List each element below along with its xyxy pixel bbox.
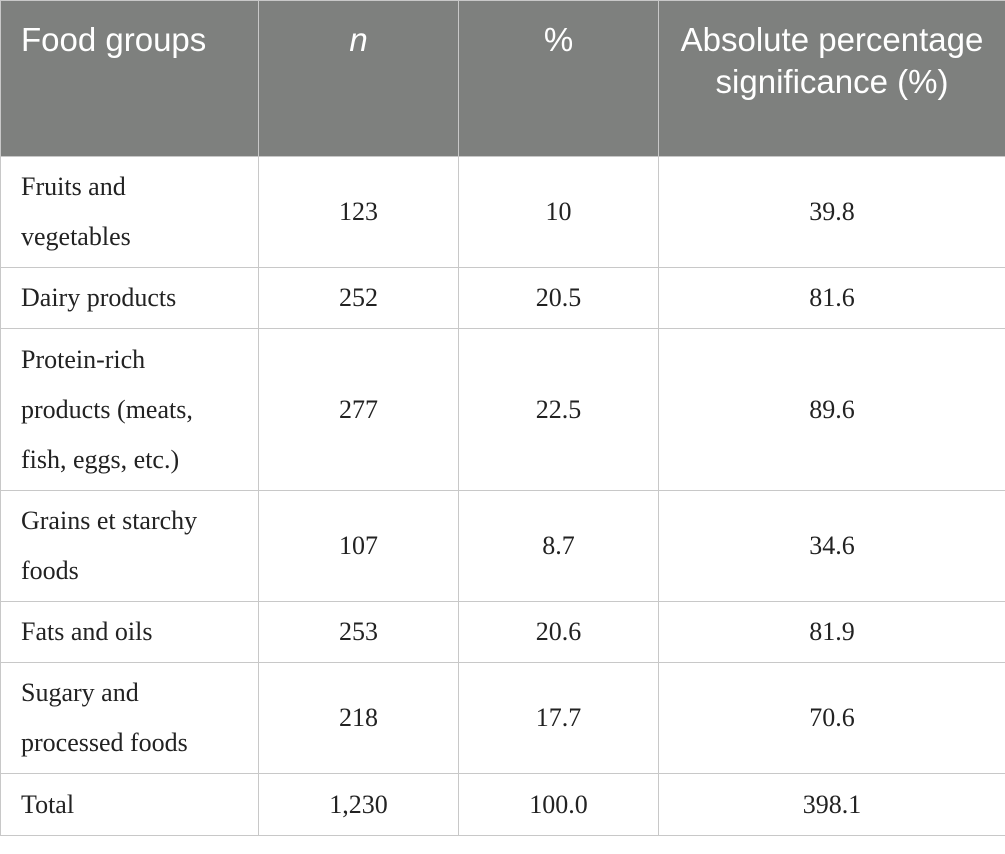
header-cell: % <box>458 0 659 157</box>
row-label: Dairy products <box>0 267 259 329</box>
table-cell: 20.6 <box>458 601 659 663</box>
table-row: Grains et starchy foods 107 8.7 34.6 <box>0 490 1005 602</box>
row-label: Grains et starchy foods <box>0 490 259 602</box>
table-cell: 398.1 <box>658 773 1005 836</box>
table-row: Fats and oils 253 20.6 81.9 <box>0 601 1005 663</box>
table-row: Dairy products 252 20.5 81.6 <box>0 267 1005 329</box>
table-cell: 10 <box>458 156 659 268</box>
table-row: Protein-rich products (meats, fish, eggs… <box>0 328 1005 491</box>
table-cell: 218 <box>258 662 459 774</box>
table-cell: 100.0 <box>458 773 659 836</box>
row-label: Total <box>0 773 259 836</box>
table-cell: 81.6 <box>658 267 1005 329</box>
header-cell: n <box>258 0 459 157</box>
table-cell: 123 <box>258 156 459 268</box>
header-cell: Food groups <box>0 0 259 157</box>
table-cell: 34.6 <box>658 490 1005 602</box>
table-row: Total 1,230 100.0 398.1 <box>0 773 1005 836</box>
table-cell: 22.5 <box>458 328 659 491</box>
table-cell: 70.6 <box>658 662 1005 774</box>
data-table: Food groups n % Absolute percentage sign… <box>0 0 1005 836</box>
table-cell: 1,230 <box>258 773 459 836</box>
table-row: Fruits and vegetables 123 10 39.8 <box>0 156 1005 268</box>
table-cell: 252 <box>258 267 459 329</box>
row-label: Fats and oils <box>0 601 259 663</box>
table-body: Fruits and vegetables 123 10 39.8 Dairy prod… <box>0 156 1005 836</box>
table-header: Food groups n % Absolute percentage sign… <box>0 0 1005 157</box>
header-cell: Absolute percentage significance (%) <box>658 0 1005 157</box>
table-cell: 20.5 <box>458 267 659 329</box>
table-cell: 8.7 <box>458 490 659 602</box>
table-cell: 277 <box>258 328 459 491</box>
table-cell: 81.9 <box>658 601 1005 663</box>
header-row: Food groups n % Absolute percentage sign… <box>0 0 1005 157</box>
row-label: Fruits and vegetables <box>0 156 259 268</box>
table-cell: 39.8 <box>658 156 1005 268</box>
table-row: Sugary and processed foods 218 17.7 70.6 <box>0 662 1005 774</box>
table-cell: 89.6 <box>658 328 1005 491</box>
table-cell: 253 <box>258 601 459 663</box>
table-cell: 17.7 <box>458 662 659 774</box>
table-cell: 107 <box>258 490 459 602</box>
row-label: Protein-rich products (meats, fish, eggs… <box>0 328 259 491</box>
row-label: Sugary and processed foods <box>0 662 259 774</box>
